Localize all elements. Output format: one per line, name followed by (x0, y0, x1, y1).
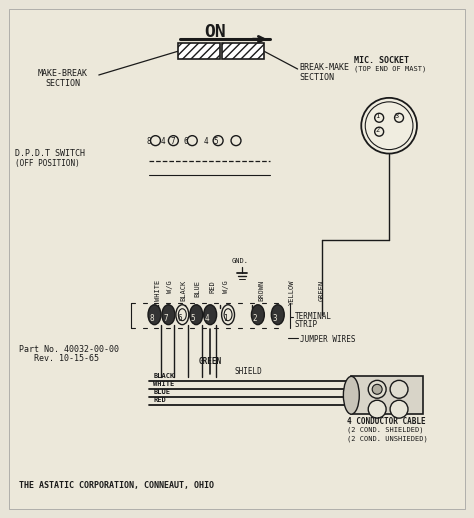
Bar (351, 377, 423, 414)
Text: GND.: GND. (231, 258, 248, 264)
Text: ON: ON (204, 23, 226, 41)
Text: (2 COND. UNSHIEDED): (2 COND. UNSHIEDED) (347, 435, 428, 441)
Bar (175, 59, 195, 308)
Text: SHIELD: SHIELD (234, 367, 262, 377)
Circle shape (394, 113, 403, 122)
Text: (OFF POSITION): (OFF POSITION) (15, 159, 80, 167)
Ellipse shape (343, 377, 359, 414)
Text: 2: 2 (253, 314, 257, 323)
Text: TERMINAL: TERMINAL (295, 312, 332, 321)
Bar (178, 43, 220, 59)
Text: 1: 1 (223, 314, 228, 323)
Circle shape (213, 136, 223, 146)
Text: Rev. 10-15-65: Rev. 10-15-65 (19, 354, 99, 364)
Text: GREEN: GREEN (319, 280, 325, 301)
Ellipse shape (204, 305, 217, 325)
Ellipse shape (271, 305, 284, 325)
Text: BLUE: BLUE (154, 389, 171, 395)
Text: STRIP: STRIP (295, 320, 318, 329)
Text: GREEN: GREEN (199, 357, 222, 366)
Text: YELLOW: YELLOW (289, 280, 295, 306)
Bar (148, 59, 168, 308)
Circle shape (374, 113, 383, 122)
Ellipse shape (224, 309, 232, 321)
Circle shape (151, 136, 161, 146)
Circle shape (372, 384, 382, 394)
Circle shape (374, 127, 383, 136)
Text: W/G: W/G (223, 280, 229, 293)
Text: WHITE: WHITE (154, 381, 175, 387)
Bar (210, 59, 230, 308)
Circle shape (368, 380, 386, 398)
Text: (2 COND. SHIELDED): (2 COND. SHIELDED) (347, 426, 424, 433)
Text: 4 CONDUCTOR CABLE: 4 CONDUCTOR CABLE (347, 417, 426, 426)
Text: Part No. 40032-00-00: Part No. 40032-00-00 (19, 344, 119, 354)
Text: JUMPER WIRES: JUMPER WIRES (300, 335, 355, 343)
Circle shape (390, 380, 408, 398)
Ellipse shape (176, 305, 189, 325)
Text: D.P.D.T SWITCH: D.P.D.T SWITCH (15, 149, 85, 157)
Ellipse shape (251, 305, 264, 325)
Circle shape (231, 136, 241, 146)
Ellipse shape (178, 309, 186, 321)
Text: (TOP END OF MAST): (TOP END OF MAST) (354, 65, 427, 71)
Text: BROWN: BROWN (259, 280, 265, 301)
Bar (222, 43, 264, 59)
Text: 3: 3 (273, 314, 277, 323)
Text: 8: 8 (146, 137, 151, 146)
Bar (242, 59, 262, 308)
Ellipse shape (190, 305, 203, 325)
Text: RED: RED (154, 397, 166, 403)
Text: BLACK: BLACK (180, 280, 186, 301)
Circle shape (368, 400, 386, 418)
Text: THE ASTATIC CORPORATION, CONNEAUT, OHIO: THE ASTATIC CORPORATION, CONNEAUT, OHIO (19, 481, 214, 490)
Ellipse shape (148, 305, 161, 325)
Text: 4: 4 (160, 137, 165, 146)
Text: BREAK-MAKE: BREAK-MAKE (300, 63, 350, 72)
Circle shape (390, 400, 408, 418)
Text: MIC. SOCKET: MIC. SOCKET (354, 56, 410, 65)
Circle shape (187, 136, 197, 146)
Text: 7: 7 (163, 314, 168, 323)
Text: SECTION: SECTION (300, 73, 335, 82)
Text: 4: 4 (204, 137, 209, 146)
Text: 8: 8 (149, 314, 154, 323)
Circle shape (168, 136, 178, 146)
Text: MAKE-BREAK: MAKE-BREAK (38, 69, 88, 78)
Text: WHITE: WHITE (155, 280, 162, 301)
Text: 6: 6 (177, 314, 182, 323)
Text: 6: 6 (184, 137, 189, 146)
Text: 5: 5 (214, 137, 219, 146)
Ellipse shape (162, 305, 175, 325)
Text: W/G: W/G (167, 280, 173, 293)
Text: 7: 7 (170, 137, 175, 146)
Circle shape (365, 102, 413, 150)
Circle shape (361, 98, 417, 153)
Text: BLACK: BLACK (154, 373, 175, 379)
Text: 4: 4 (205, 314, 210, 323)
Text: BLUE: BLUE (194, 280, 200, 297)
Text: SECTION: SECTION (46, 79, 81, 88)
Text: 1: 1 (375, 113, 379, 119)
Text: 3: 3 (395, 113, 399, 119)
Ellipse shape (221, 305, 235, 325)
Text: 5: 5 (191, 314, 196, 323)
Text: 2: 2 (375, 127, 379, 133)
Text: RED: RED (209, 280, 215, 293)
